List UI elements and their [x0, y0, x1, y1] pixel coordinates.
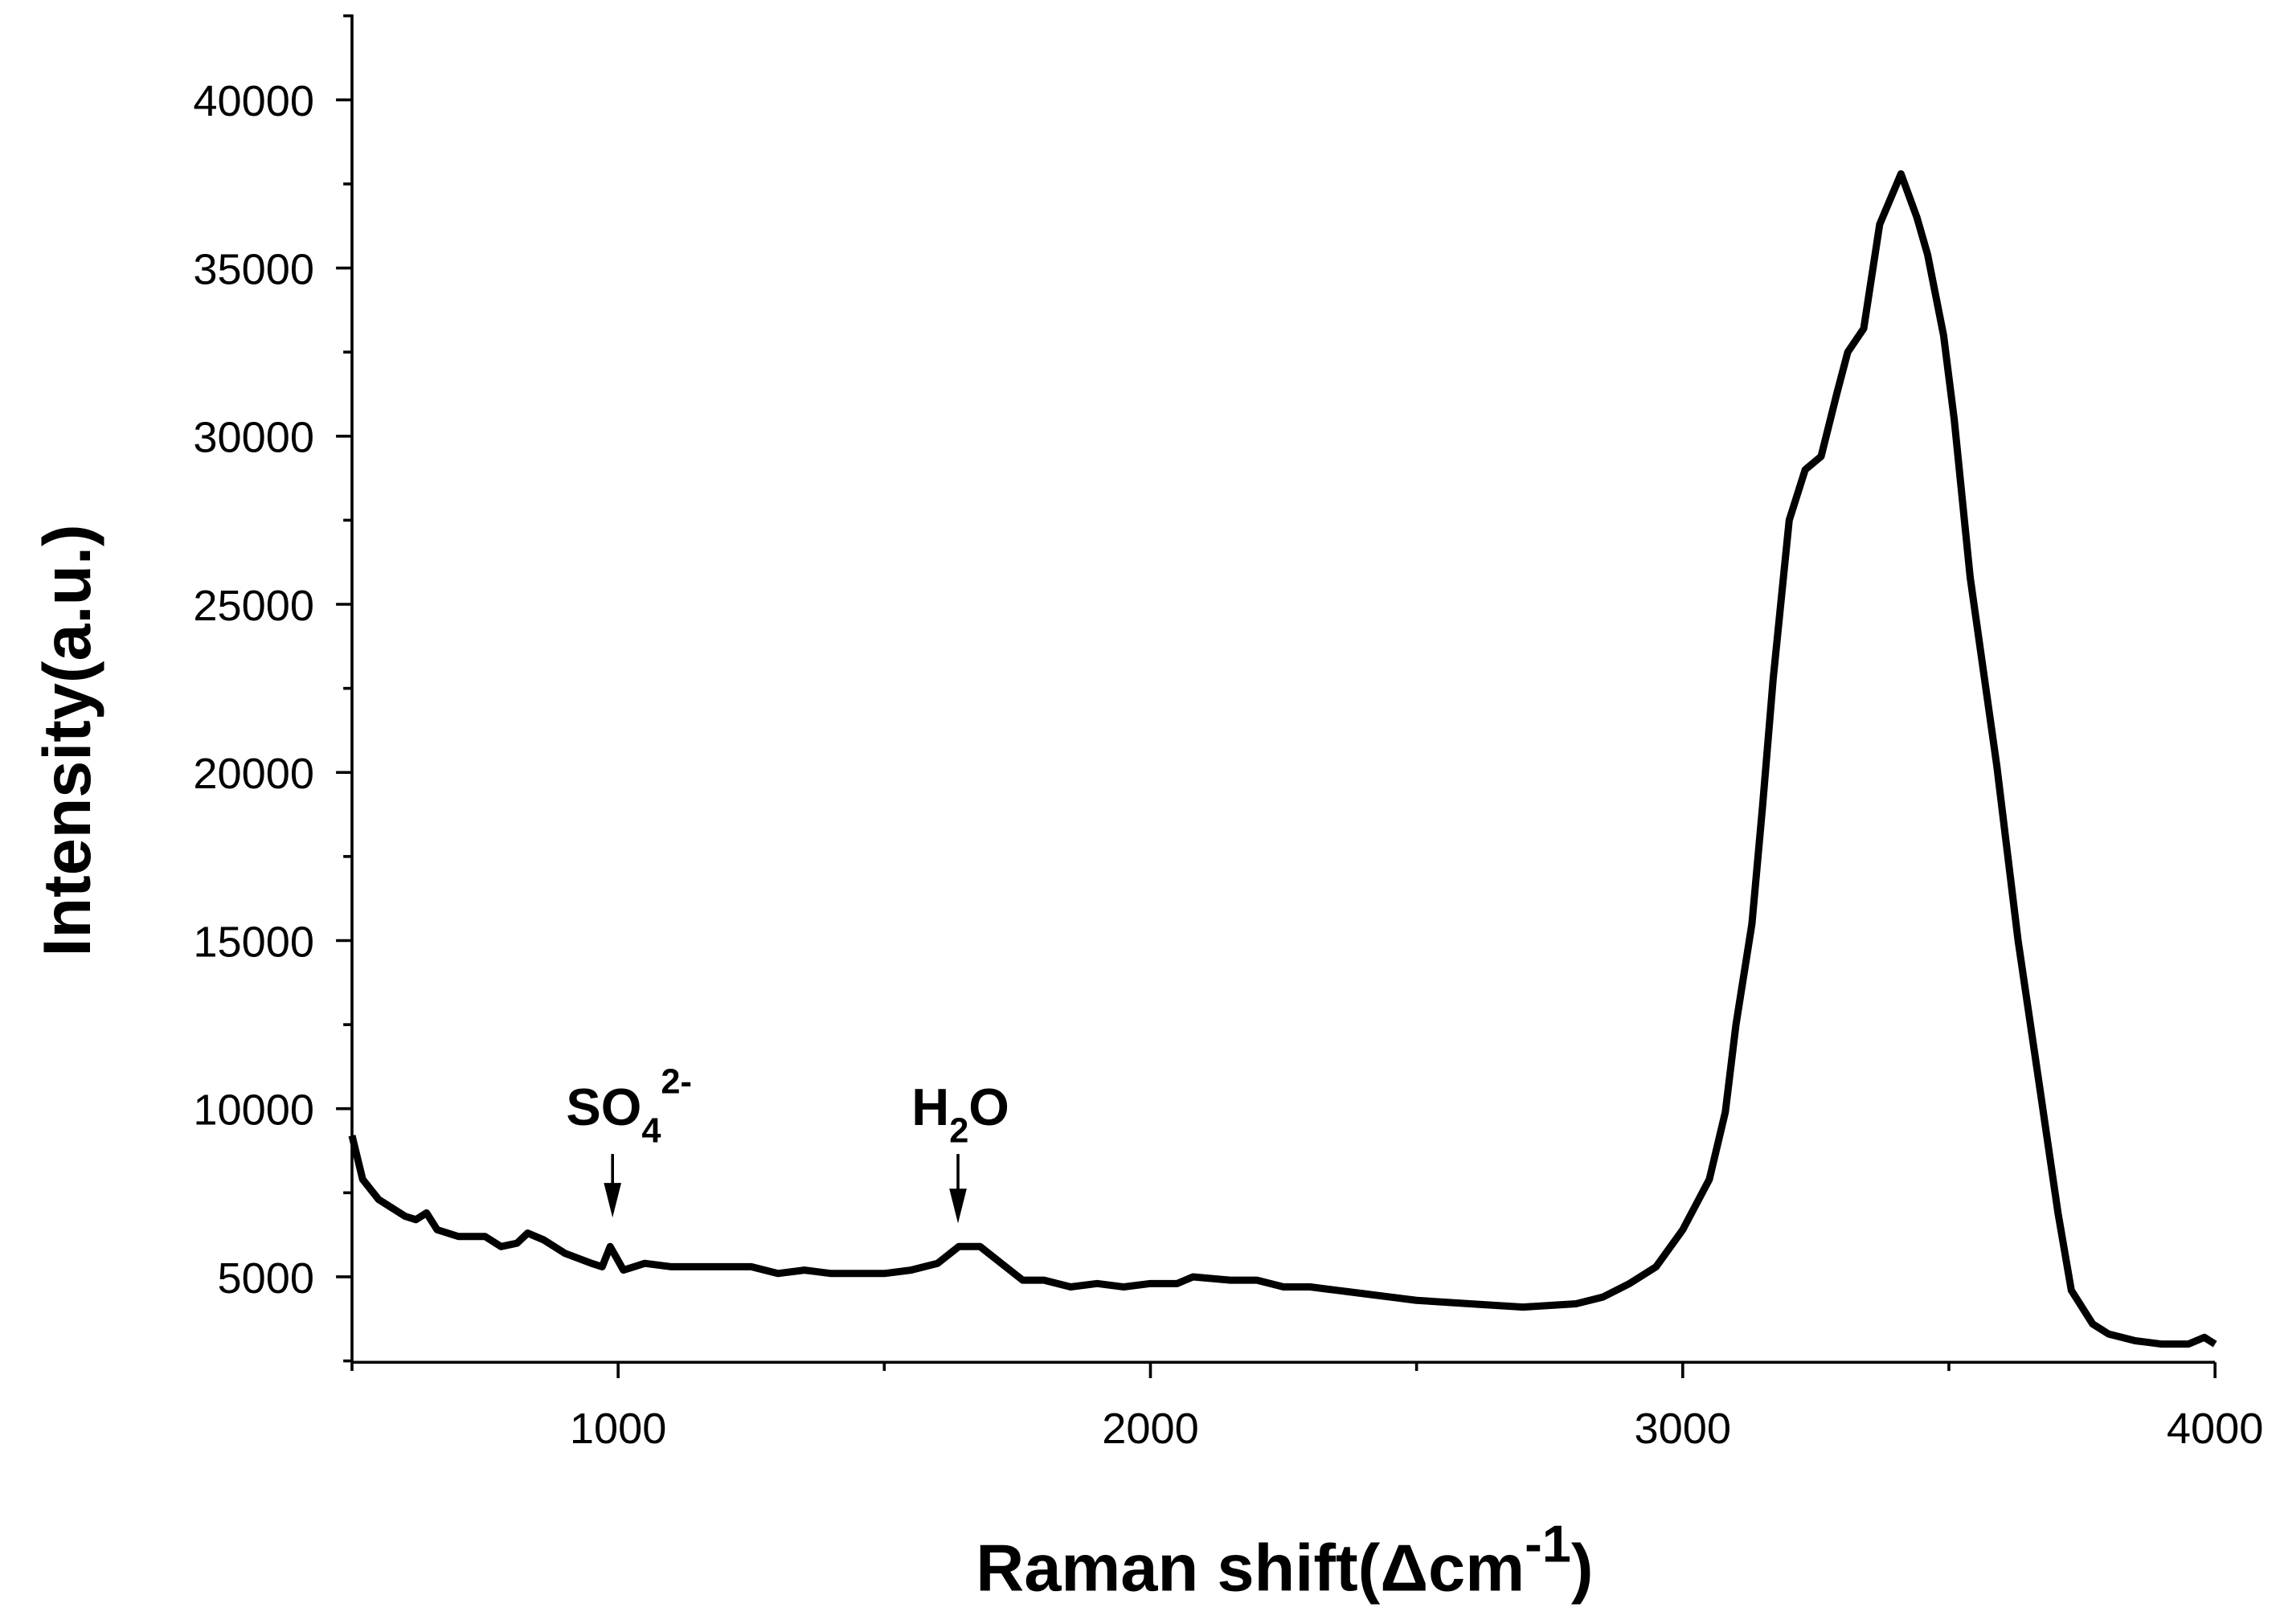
annotation-text: SO [566, 1078, 641, 1136]
annotation-arrowhead [949, 1188, 967, 1224]
x-axis-title-main: Raman shift(Δcm [976, 1531, 1525, 1606]
x-axis-title-end: ) [1571, 1531, 1594, 1606]
x-tick-label: 4000 [2167, 1405, 2264, 1453]
annotation-sub: 4 [641, 1112, 661, 1151]
annotation-sup: 2- [661, 1063, 692, 1102]
annotation: H2O [911, 1078, 1009, 1150]
x-axis-title: Raman shift(Δcm-1) [976, 1515, 1593, 1606]
annotation: SO42- [566, 1063, 692, 1151]
y-tick-label: 35000 [193, 245, 314, 293]
data-line [348, 170, 2217, 1348]
x-tick-label: 1000 [570, 1405, 667, 1453]
y-tick-label: 25000 [193, 582, 314, 630]
x-axis-title-sup: -1 [1525, 1515, 1571, 1573]
y-tick-label: 5000 [217, 1254, 314, 1303]
y-tick-label: 20000 [193, 750, 314, 798]
y-tick-label: 40000 [193, 77, 314, 125]
y-tick-label: 15000 [193, 918, 314, 966]
y-tick-label: 30000 [193, 414, 314, 462]
x-tick-label: 3000 [1635, 1405, 1732, 1453]
x-tick-label: 2000 [1102, 1405, 1199, 1453]
annotation-arrowhead [604, 1183, 622, 1218]
y-tick-label: 10000 [193, 1086, 314, 1135]
annotation-text: H [911, 1078, 949, 1136]
annotation-text-end: O [968, 1078, 1009, 1136]
annotation-sub: 2 [949, 1112, 968, 1151]
y-axis-title: Intensity(a.u.) [30, 524, 104, 956]
